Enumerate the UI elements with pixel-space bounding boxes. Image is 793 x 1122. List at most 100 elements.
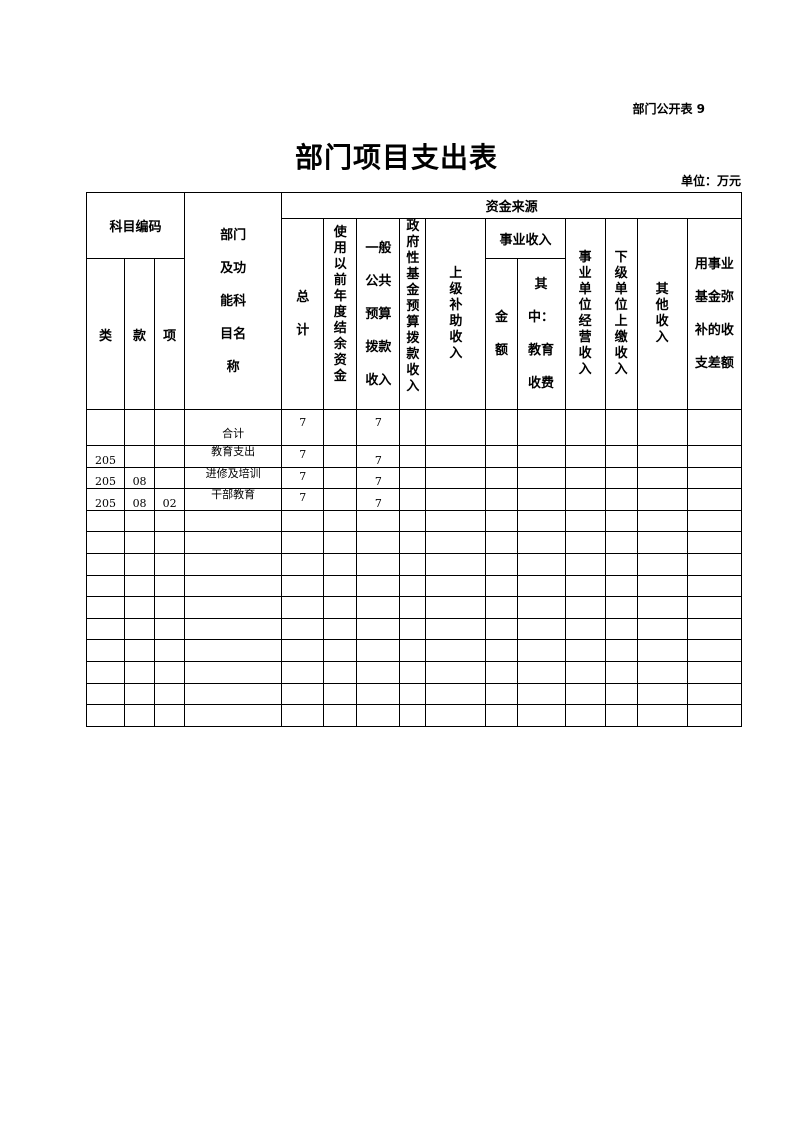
summary-general-budget: 7	[356, 409, 401, 446]
empty-cell	[281, 639, 325, 662]
empty-cell	[686, 682, 743, 706]
empty-cell	[485, 488, 518, 511]
cell-total: 7	[281, 466, 325, 490]
empty-cell	[124, 639, 156, 662]
empty-cell	[604, 509, 638, 533]
empty-cell	[516, 488, 566, 511]
empty-row	[85, 617, 743, 641]
empty-cell	[636, 488, 688, 511]
empty-cell	[604, 445, 638, 468]
header-operating-income: 事 业 单 位 经 营 收 入	[564, 218, 606, 410]
empty-cell	[636, 617, 688, 641]
table-row: 205 教育支出 7 7	[85, 445, 743, 468]
empty-cell	[636, 509, 688, 533]
empty-cell	[85, 704, 126, 727]
empty-cell	[425, 682, 487, 706]
empty-cell	[636, 552, 688, 576]
empty-cell	[425, 596, 487, 619]
empty-cell	[686, 617, 743, 641]
table-row: 205 08 02 干部教育 7 7	[85, 488, 743, 511]
empty-cell	[604, 552, 638, 576]
empty-cell	[399, 596, 427, 619]
empty-cell	[154, 531, 186, 554]
empty-cell	[356, 509, 401, 533]
empty-cell	[485, 682, 518, 706]
empty-cell	[281, 574, 325, 598]
empty-cell	[636, 466, 688, 490]
header-dept-name: 部门 及功 能科 目名 称	[184, 192, 283, 410]
summary-row: 合计 7 7	[85, 409, 743, 446]
empty-cell	[564, 445, 606, 468]
empty-cell	[425, 617, 487, 641]
cell-lei: 205	[85, 466, 126, 490]
cell-general-budget: 7	[356, 445, 401, 468]
header-prior-balance: 使 用 以 前 年 度 结 余 资 金	[323, 218, 358, 410]
empty-cell	[154, 596, 186, 619]
empty-cell	[564, 682, 606, 706]
empty-cell	[184, 639, 283, 662]
header-subordinate-income: 下 级 单 位 上 缴 收 入	[604, 218, 638, 410]
empty-cell	[124, 704, 156, 727]
empty-cell	[323, 704, 358, 727]
cell-name: 干部教育	[184, 488, 283, 511]
empty-cell	[636, 531, 688, 554]
empty-cell	[124, 509, 156, 533]
empty-cell	[485, 660, 518, 684]
empty-cell	[425, 531, 487, 554]
empty-cell	[356, 639, 401, 662]
empty-cell	[323, 445, 358, 468]
empty-cell	[425, 509, 487, 533]
empty-cell	[323, 509, 358, 533]
empty-cell	[154, 704, 186, 727]
header-fund-source: 资金来源	[281, 192, 742, 219]
empty-cell	[636, 574, 688, 598]
cell-kuan: 08	[124, 466, 156, 490]
empty-cell	[686, 574, 743, 598]
summary-total: 7	[281, 409, 325, 446]
empty-cell	[485, 466, 518, 490]
empty-cell	[516, 445, 566, 468]
empty-cell	[425, 704, 487, 727]
empty-row	[85, 596, 743, 619]
empty-cell	[425, 639, 487, 662]
empty-cell	[184, 704, 283, 727]
header-superior-subsidy: 上 级 补 助 收 入	[425, 218, 487, 410]
cell-general-budget: 7	[356, 466, 401, 490]
empty-cell	[636, 639, 688, 662]
empty-cell	[323, 682, 358, 706]
unit-label: 单位：万元	[680, 174, 741, 188]
cell-xiang	[154, 445, 186, 468]
empty-cell	[85, 617, 126, 641]
empty-cell	[184, 552, 283, 576]
empty-cell	[323, 660, 358, 684]
empty-cell	[124, 660, 156, 684]
cell-lei: 205	[85, 445, 126, 468]
empty-cell	[564, 596, 606, 619]
empty-cell	[686, 531, 743, 554]
empty-cell	[356, 531, 401, 554]
empty-cell	[399, 660, 427, 684]
empty-cell	[85, 596, 126, 619]
empty-row	[85, 509, 743, 533]
header-gov-fund: 政 府 性 基 金 预 算 拨 款 收 入	[399, 218, 427, 410]
empty-cell	[281, 617, 325, 641]
empty-cell	[154, 617, 186, 641]
empty-cell	[281, 596, 325, 619]
cell-xiang	[154, 466, 186, 490]
empty-cell	[356, 596, 401, 619]
header-xiang: 项	[154, 258, 186, 410]
empty-cell	[564, 531, 606, 554]
empty-cell	[564, 552, 606, 576]
empty-cell	[516, 704, 566, 727]
empty-cell	[184, 531, 283, 554]
empty-cell	[399, 617, 427, 641]
table-row: 205 08 进修及培训 7 7	[85, 466, 743, 490]
cell-lei: 205	[85, 488, 126, 511]
cell-total: 7	[281, 488, 325, 511]
empty-cell	[184, 660, 283, 684]
empty-cell	[564, 574, 606, 598]
cell-name: 教育支出	[184, 445, 283, 468]
empty-row	[85, 660, 743, 684]
empty-cell	[604, 488, 638, 511]
empty-cell	[281, 552, 325, 576]
